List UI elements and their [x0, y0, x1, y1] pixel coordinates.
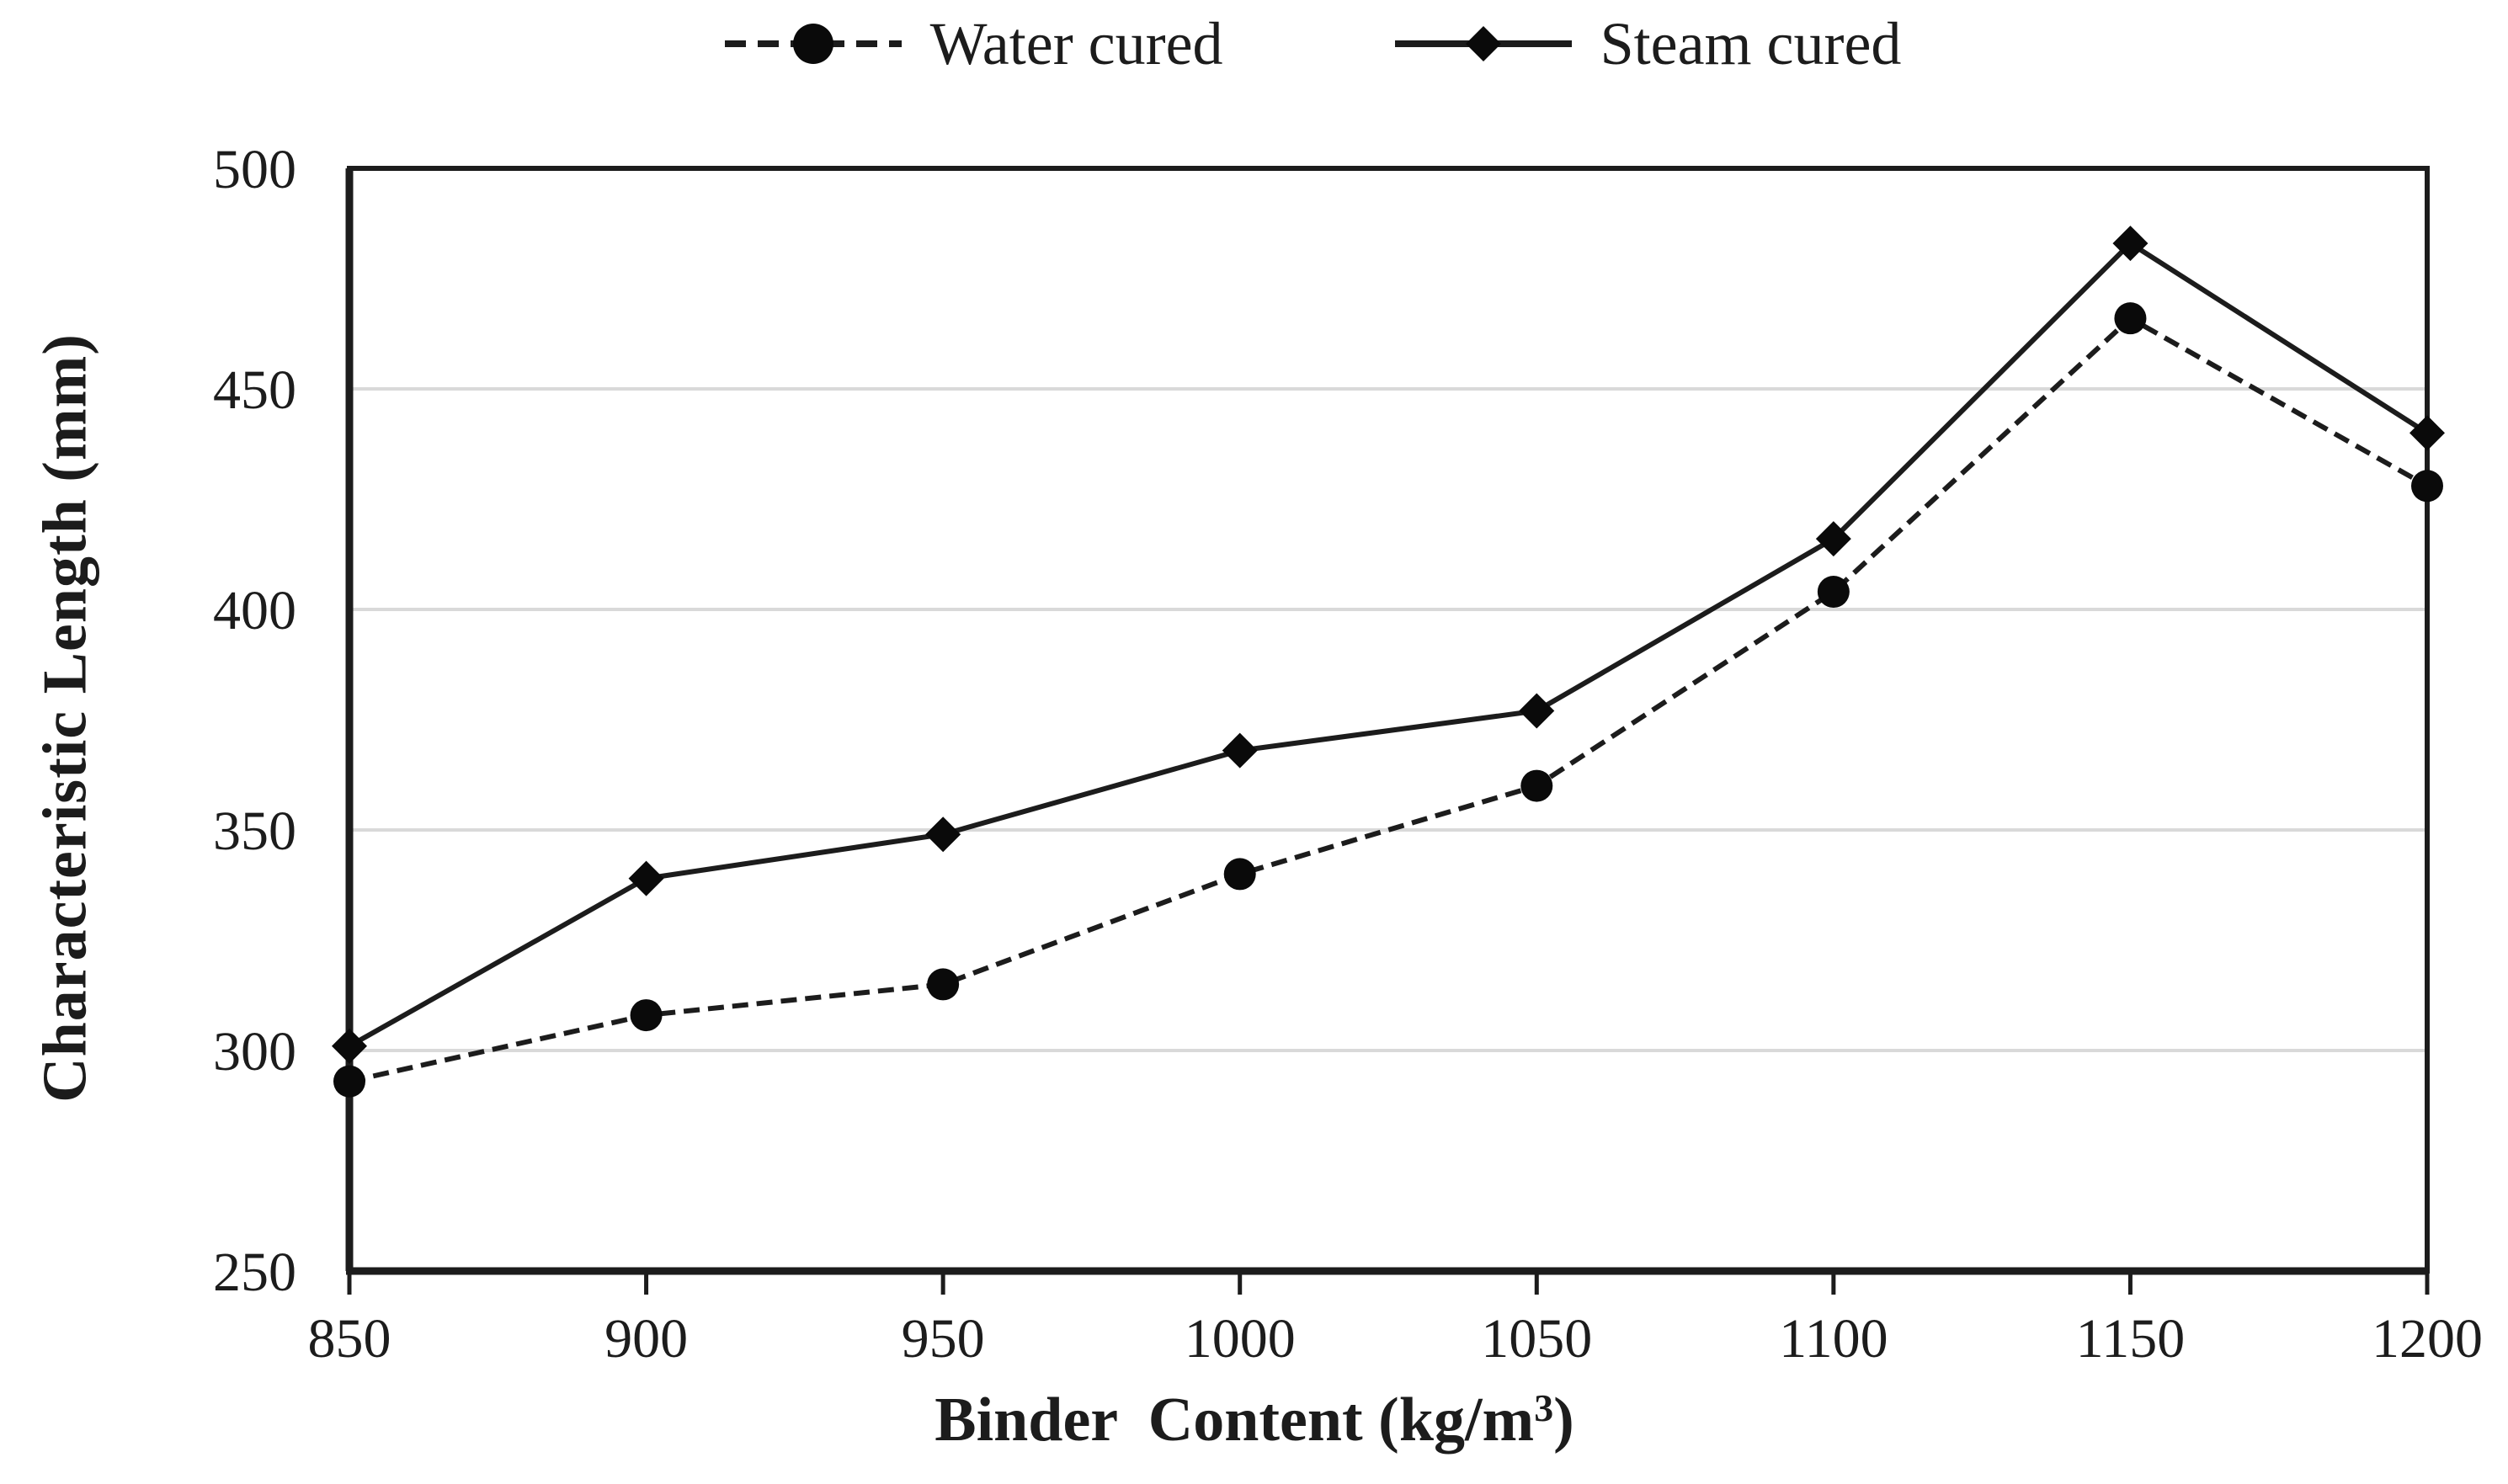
x-tick-label-1100: 1100 — [1779, 1308, 1888, 1370]
data-point-diamond-steam-cured-900 — [628, 860, 664, 896]
data-point-diamond-steam-cured-1150 — [2112, 226, 2149, 262]
series-line-steam-cured — [348, 240, 2429, 1049]
circle-marker-icon — [792, 24, 833, 64]
data-point-circle-water-cured-900 — [630, 999, 663, 1032]
data-point-diamond-steam-cured-1050 — [1519, 693, 1555, 729]
legend: Water cured Steam cured — [57, 13, 2508, 74]
x-tick-label-950: 950 — [902, 1308, 985, 1370]
data-point-diamond-steam-cured-950 — [925, 816, 961, 853]
x-tick-label-850: 850 — [308, 1308, 391, 1370]
x-tick-label-1150: 1150 — [2076, 1308, 2186, 1370]
legend-label-water-cured: Water cured — [929, 10, 1223, 77]
data-point-circle-water-cured-1100 — [1817, 576, 1850, 609]
y-tick-label-250: 250 — [213, 1242, 296, 1303]
data-point-circle-water-cured-1050 — [1520, 769, 1553, 802]
y-tick-label-350: 350 — [213, 801, 296, 862]
x-axis-title: Binder Content (kg/m3) — [935, 1385, 1574, 1456]
data-point-diamond-steam-cured-850 — [332, 1028, 367, 1064]
y-tick-label-400: 400 — [213, 580, 296, 641]
data-point-diamond-steam-cured-1000 — [1222, 732, 1258, 769]
x-tick-label-1000: 1000 — [1185, 1308, 1296, 1370]
legend-item-water-cured: Water cured — [722, 13, 1223, 74]
steam-cured-line-sample — [1394, 26, 1572, 61]
x-axis-title-text: Binder Content (kg/m — [935, 1386, 1535, 1455]
data-point-circle-water-cured-1000 — [1223, 858, 1256, 891]
data-point-circle-water-cured-950 — [927, 968, 960, 1001]
x-tick-label-1050: 1050 — [1481, 1308, 1592, 1370]
data-point-circle-water-cured-1150 — [2114, 302, 2147, 335]
data-point-circle-water-cured-1200 — [2411, 470, 2443, 503]
x-axis-title-suffix: ) — [1553, 1386, 1574, 1455]
data-point-circle-water-cured-850 — [333, 1065, 365, 1098]
data-point-diamond-steam-cured-1200 — [2409, 415, 2445, 451]
data-point-diamond-steam-cured-1100 — [1815, 521, 1851, 557]
y-tick-label-300: 300 — [213, 1021, 296, 1082]
series-line-water-cured — [349, 315, 2429, 1084]
legend-label-steam-cured: Steam cured — [1600, 10, 1902, 77]
y-tick-label-500: 500 — [213, 139, 296, 200]
x-tick-label-900: 900 — [604, 1308, 688, 1370]
legend-item-steam-cured: Steam cured — [1392, 10, 1902, 77]
water-cured-line-sample — [724, 24, 902, 64]
x-axis-title-superscript: 3 — [1534, 1386, 1554, 1430]
x-tick-label-1200: 1200 — [2372, 1308, 2483, 1370]
diamond-marker-icon — [1465, 26, 1501, 61]
y-tick-label-450: 450 — [213, 359, 296, 421]
